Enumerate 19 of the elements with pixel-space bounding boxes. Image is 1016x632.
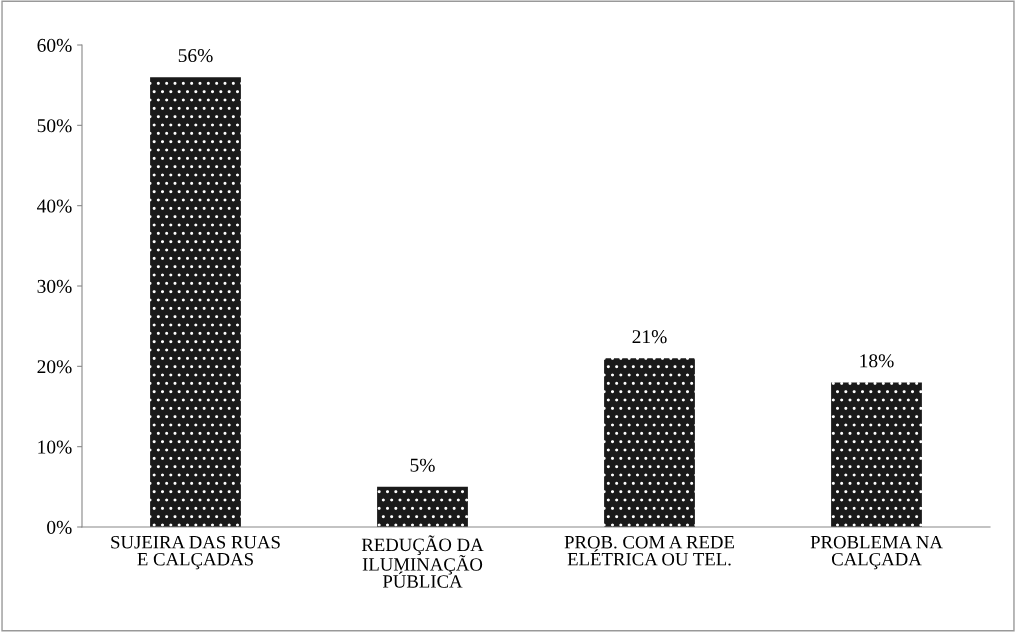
y-tick-label: 50%: [37, 119, 72, 133]
bar: [831, 382, 922, 527]
y-tick-label: 30%: [37, 279, 72, 293]
bar: [604, 358, 695, 527]
bar: [377, 486, 468, 527]
y-tick-label: 20%: [37, 360, 72, 374]
data-label: 18%: [860, 354, 894, 368]
data-label: 21%: [632, 330, 667, 344]
y-tick-label: 0%: [47, 520, 72, 534]
x-tick-label: PROBLEMA NA CALÇADA: [810, 535, 943, 570]
y-tick-label: 10%: [38, 440, 72, 454]
y-tick-label: 40%: [37, 199, 72, 213]
y-tick-label: 60%: [37, 38, 72, 52]
x-tick-label: SUJEIRA DAS RUAS E CALÇADAS: [111, 535, 280, 570]
x-tick-label: PROB. COM A REDE ELÉTRICA OU TEL.: [564, 535, 735, 566]
bar: [150, 77, 241, 527]
data-label: 56%: [178, 48, 213, 63]
data-label: 5%: [410, 458, 435, 472]
x-tick-label: REDUÇÃO DA ILUMINAÇÃO PÚBLICA: [361, 535, 484, 588]
